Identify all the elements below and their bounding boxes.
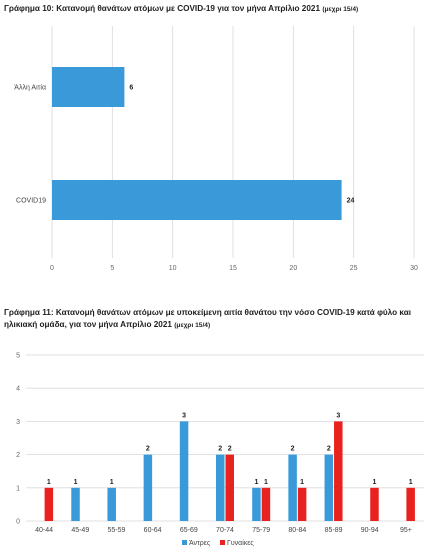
chart-10-subtitle: (μεχρι 15/4) bbox=[322, 6, 359, 13]
x-tick-label: 30 bbox=[410, 265, 418, 272]
x-tick-label: 40-44 bbox=[35, 527, 53, 534]
bar-men bbox=[179, 421, 189, 521]
chart-10-title: Γράφημα 10: Κατανομή θανάτων ατόμων με C… bbox=[4, 4, 359, 13]
bar-men bbox=[71, 487, 80, 521]
x-tick-label: 75-79 bbox=[252, 527, 270, 534]
chart-11-title: Γράφημα 11: Κατανομή θανάτων ατόμων με υ… bbox=[4, 308, 412, 329]
bar-women bbox=[44, 487, 54, 521]
bar-men bbox=[143, 454, 153, 521]
data-label: 2 bbox=[146, 446, 150, 453]
x-tick-label: 95+ bbox=[400, 527, 412, 534]
legend-label: Άντρες bbox=[189, 540, 211, 547]
x-tick-label: 5 bbox=[110, 265, 114, 272]
bar-women bbox=[334, 421, 343, 521]
data-label: 3 bbox=[182, 412, 186, 419]
x-tick-label: 60-64 bbox=[144, 527, 162, 534]
x-tick-label: 15 bbox=[229, 265, 237, 272]
x-tick-label: 0 bbox=[50, 265, 54, 272]
x-tick-label: 55-59 bbox=[108, 527, 126, 534]
y-tick-label: 1 bbox=[16, 485, 20, 492]
x-tick-label: 90-94 bbox=[361, 527, 379, 534]
y-tick-label: 0 bbox=[16, 519, 20, 526]
x-tick-label: 45-49 bbox=[71, 527, 89, 534]
y-tick-label: 4 bbox=[16, 386, 20, 393]
bar-men bbox=[288, 454, 297, 521]
chart-11-subtitle: (μεχρι 15/4) bbox=[174, 322, 211, 329]
bar-women bbox=[297, 487, 307, 521]
data-label: 3 bbox=[336, 412, 340, 419]
data-label: 1 bbox=[254, 479, 258, 486]
bar-men bbox=[216, 454, 225, 521]
bar-women bbox=[261, 487, 271, 521]
bar-men bbox=[324, 454, 334, 521]
x-tick-label: 80-84 bbox=[288, 527, 306, 534]
bar-women bbox=[406, 487, 415, 521]
bar-men bbox=[107, 487, 116, 521]
x-tick-label: 20 bbox=[289, 265, 297, 272]
data-label: 2 bbox=[327, 446, 331, 453]
data-label: 24 bbox=[347, 198, 355, 205]
x-tick-label: 70-74 bbox=[216, 527, 234, 534]
data-label: 1 bbox=[373, 479, 377, 486]
data-label: 1 bbox=[74, 479, 78, 486]
category-label: COVID19 bbox=[16, 198, 46, 205]
data-label: 1 bbox=[47, 479, 51, 486]
data-label: 1 bbox=[409, 479, 413, 486]
data-label: 2 bbox=[291, 446, 295, 453]
x-tick-label: 25 bbox=[350, 265, 358, 272]
x-tick-label: 65-69 bbox=[180, 527, 198, 534]
chart-10-horizontal-bar: 0 5 10 15 20 25 30 Άλλη Αιτία 6 COVID19 24 bbox=[14, 26, 418, 272]
data-label: 1 bbox=[264, 479, 268, 486]
y-tick-label: 5 bbox=[16, 353, 20, 360]
data-label: 2 bbox=[218, 446, 222, 453]
legend-label: Γυναίκες bbox=[227, 539, 254, 547]
legend-swatch-men bbox=[182, 540, 187, 545]
bar-women bbox=[225, 454, 234, 521]
x-tick-label: 10 bbox=[169, 265, 177, 272]
x-tick-label: 85-89 bbox=[325, 527, 343, 534]
data-label: 1 bbox=[300, 479, 304, 486]
category-label: Άλλη Αιτία bbox=[14, 84, 46, 92]
data-label: 1 bbox=[110, 479, 114, 486]
data-label: 2 bbox=[228, 446, 232, 453]
bar-1 bbox=[52, 180, 342, 220]
y-tick-label: 2 bbox=[16, 452, 20, 459]
y-tick-label: 3 bbox=[16, 419, 20, 426]
bar-men bbox=[252, 487, 261, 521]
bar-0 bbox=[52, 67, 125, 107]
data-label: 6 bbox=[129, 85, 133, 92]
legend-swatch-women bbox=[220, 540, 225, 545]
bar-women bbox=[370, 487, 379, 521]
